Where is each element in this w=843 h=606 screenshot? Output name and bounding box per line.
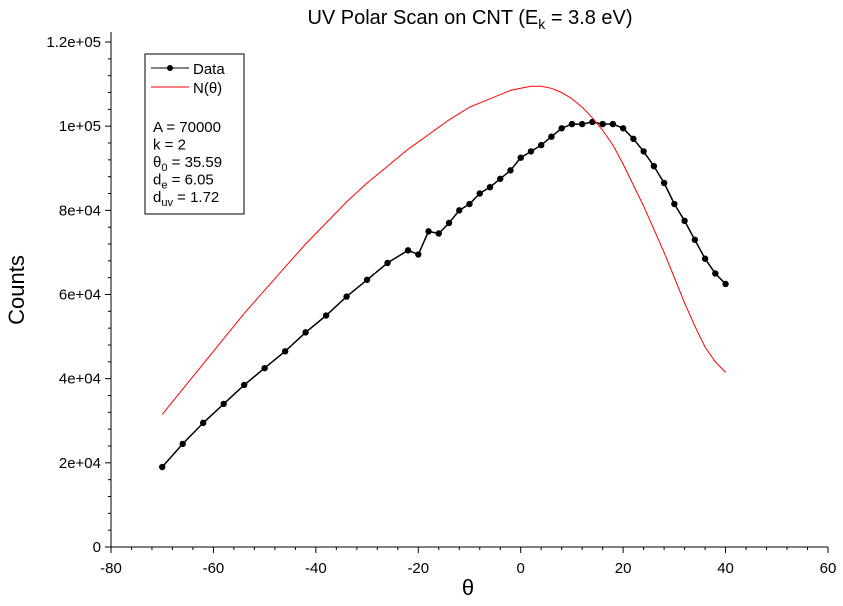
x-tick-label: -40: [305, 560, 327, 577]
chart-title-tail: = 3.8 eV): [545, 7, 632, 29]
data-point: [527, 148, 535, 155]
x-tick-label: 0: [517, 560, 525, 577]
data-point: [363, 276, 371, 283]
y-tick-label: 6e+04: [59, 287, 101, 304]
data-point: [548, 133, 555, 140]
data-point: [507, 167, 514, 174]
data-point: [445, 219, 453, 227]
data-point: [261, 364, 268, 372]
data-point: [456, 207, 463, 214]
data-point: [691, 236, 699, 243]
chart-title: UV Polar Scan on CNT (Ek = 3.8 eV): [307, 7, 632, 32]
data-point: [538, 141, 545, 149]
data-point: [199, 419, 207, 427]
y-tick-label: 0: [93, 539, 101, 556]
legend-data-marker: [167, 65, 173, 71]
data-point: [220, 400, 227, 408]
x-ticks: -80 -60 -40 -20 0 20 40 60: [100, 547, 836, 577]
data-point: [568, 120, 576, 128]
y-tick-label: 2e+04: [59, 455, 101, 472]
y-axis-label: Counts: [4, 255, 29, 325]
fit-parameter-line: A = 70000: [153, 119, 221, 136]
data-point: [281, 348, 289, 355]
x-axis-label: θ: [462, 575, 474, 600]
data-point: [722, 280, 729, 288]
chart-title-subscript: k: [538, 16, 546, 32]
x-tick-label: -20: [407, 560, 429, 577]
x-tick-label: 20: [615, 560, 632, 577]
data-point: [599, 120, 606, 128]
data-point: [384, 259, 391, 267]
data-point: [517, 154, 524, 161]
legend-model-label: N(θ): [193, 80, 222, 97]
data-point: [343, 293, 350, 300]
fit-parameter-line: k = 2: [153, 137, 186, 154]
data-point: [466, 200, 473, 208]
data-point: [712, 270, 719, 277]
series-layer: [159, 85, 729, 471]
x-tick-label: 60: [820, 560, 837, 577]
data-point: [558, 125, 565, 132]
data-point: [701, 255, 709, 262]
x-tick-label: -60: [203, 560, 225, 577]
fit-parameter-line: θ0 = 35.59: [153, 154, 222, 174]
y-tick-label: 4e+04: [59, 371, 101, 388]
data-point: [650, 162, 658, 170]
data-point: [476, 190, 483, 197]
legend-data-label: Data: [193, 61, 225, 78]
y-ticks: 0 2e+04 4e+04 6e+04 8e+04 1e+05 1.2e+05: [46, 34, 111, 556]
data-point: [404, 247, 412, 254]
chart-title-main: UV Polar Scan on CNT (E: [307, 7, 538, 29]
data-point: [609, 120, 617, 128]
data-point: [179, 440, 186, 448]
data-point: [322, 312, 330, 319]
y-tick-label: 1.2e+05: [46, 34, 101, 51]
data-point: [630, 135, 637, 142]
x-tick-label: -80: [100, 560, 122, 577]
fit-parameter-line: duv = 1.72: [153, 189, 219, 209]
data-point: [681, 217, 688, 225]
data-point: [435, 230, 442, 237]
data-point: [415, 251, 422, 258]
fit-parameter-line: de = 6.05: [153, 172, 214, 192]
series-line-model: [161, 85, 726, 415]
data-point: [660, 179, 668, 187]
data-point: [640, 148, 647, 155]
data-point: [578, 120, 586, 128]
data-point: [589, 118, 596, 126]
data-point: [486, 183, 494, 191]
data-point: [240, 381, 248, 389]
y-tick-label: 1e+05: [59, 118, 101, 135]
x-tick-label: 40: [717, 560, 734, 577]
data-point: [302, 329, 309, 336]
axes: -80 -60 -40 -20 0 20 40 60 0 2e+04 4e+04 6e+04 8e+0…: [46, 32, 836, 577]
data-point: [497, 175, 504, 182]
data-point: [671, 200, 678, 208]
y-tick-label: 8e+04: [59, 202, 101, 219]
data-point: [159, 463, 166, 471]
series-line-data: [161, 121, 727, 468]
legend-box: [144, 53, 245, 215]
data-point: [619, 125, 627, 132]
data-point: [425, 228, 432, 235]
